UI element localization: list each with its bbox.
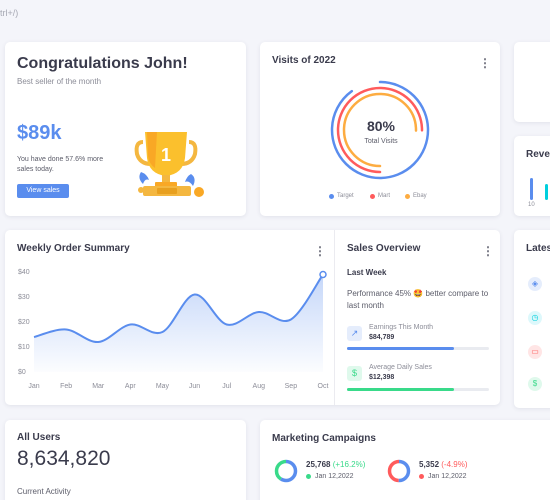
ring-ebay bbox=[342, 92, 418, 168]
x-tick-label: Sep bbox=[285, 383, 298, 390]
visits-title: Visits of 2022 bbox=[272, 55, 336, 66]
daily-sales-value: $12,398 bbox=[369, 374, 395, 381]
x-tick-label: Jan bbox=[28, 383, 39, 390]
revenue-card: Reve 10 bbox=[514, 136, 550, 216]
campaign-value: 25,768 (+16.2%) bbox=[306, 460, 366, 469]
campaign-ring-icon bbox=[387, 459, 411, 483]
x-tick-label: Aug bbox=[253, 383, 266, 390]
all-users-card: All Users 8,634,820 Current Activity bbox=[5, 420, 246, 500]
x-tick-label: Jul bbox=[222, 383, 231, 390]
more-options-icon[interactable]: ⋮ bbox=[482, 244, 494, 258]
series-line bbox=[33, 273, 324, 344]
ring-target bbox=[330, 80, 430, 180]
congrats-subtitle: Best seller of the month bbox=[17, 77, 102, 86]
visits-ring-chart bbox=[330, 80, 430, 180]
box-icon: ◈ bbox=[528, 277, 542, 291]
view-sales-button[interactable]: View sales bbox=[17, 184, 69, 198]
y-tick-label: $30 bbox=[18, 294, 30, 301]
legend-dot bbox=[370, 193, 375, 199]
sales-description: You have done 57.6% more sales today. bbox=[17, 156, 104, 173]
status-dot bbox=[306, 474, 311, 479]
revenue-tick: 10 bbox=[528, 202, 535, 208]
shortcut-hint: trl+/) bbox=[0, 8, 19, 18]
legend-dot bbox=[405, 193, 410, 199]
sales-overview-title: Sales Overview bbox=[347, 243, 421, 254]
series-area bbox=[34, 274, 323, 372]
sales-amount: $89k bbox=[17, 122, 62, 144]
earnings-value: $84,789 bbox=[369, 334, 395, 341]
legend-target: Target bbox=[329, 193, 354, 199]
daily-sales-label: Average Daily Sales bbox=[369, 364, 432, 371]
sales-period: Last Week bbox=[347, 268, 387, 277]
x-tick-label: Mar bbox=[92, 383, 105, 390]
latest-title: Lates bbox=[526, 243, 550, 254]
legend-dot bbox=[329, 193, 334, 199]
trophy-icon: 1 bbox=[134, 132, 204, 197]
section-divider bbox=[334, 230, 335, 405]
dollar-icon: $ bbox=[528, 377, 542, 391]
legend-ebay: Ebay bbox=[405, 193, 427, 199]
card-icon: ▭ bbox=[528, 345, 542, 359]
all-users-title: All Users bbox=[17, 432, 61, 443]
progress-fill bbox=[347, 347, 454, 350]
campaign-value: 5,352 (-4.9%) bbox=[419, 460, 468, 469]
x-tick-label: May bbox=[156, 383, 170, 390]
more-options-icon[interactable]: ⋮ bbox=[479, 56, 491, 70]
campaign-change: (+16.2%) bbox=[332, 460, 366, 469]
progress-fill bbox=[347, 388, 454, 391]
weekly-title: Weekly Order Summary bbox=[17, 243, 130, 254]
campaign-date: Jan 12,2022 bbox=[419, 473, 467, 480]
y-tick-label: $40 bbox=[18, 269, 30, 276]
ring-mart bbox=[336, 86, 424, 174]
x-tick-label: Oct bbox=[318, 383, 329, 390]
marketing-card: Marketing Campaigns 25,768 (+16.2%) Jan … bbox=[260, 420, 550, 500]
visits-value: 80% bbox=[366, 118, 396, 134]
sales-overview: Sales Overview ⋮ Last Week Performance 4… bbox=[335, 230, 500, 405]
visits-label: Total Visits bbox=[364, 138, 398, 145]
earnings-label: Earnings This Month bbox=[369, 324, 434, 331]
revenue-title: Reve bbox=[526, 149, 550, 160]
visits-card: Visits of 2022 ⋮ 80% Total Visits Target… bbox=[260, 42, 500, 216]
revenue-bar bbox=[530, 178, 533, 200]
congrats-title: Congratulations John! bbox=[17, 55, 188, 72]
revenue-bar bbox=[545, 184, 548, 200]
status-dot bbox=[419, 474, 424, 479]
campaign-ring-icon bbox=[274, 459, 298, 483]
performance-text: Performance 45% 🤩 better compare to last… bbox=[347, 289, 489, 310]
partial-card-top bbox=[514, 42, 550, 122]
congratulations-card: Congratulations John! Best seller of the… bbox=[5, 42, 246, 216]
current-activity-label: Current Activity bbox=[17, 487, 71, 496]
all-users-value: 8,634,820 bbox=[17, 447, 111, 470]
latest-card: Lates ◈ ◷ ▭ $ bbox=[514, 230, 550, 408]
more-options-icon[interactable]: ⋮ bbox=[314, 244, 326, 258]
campaign-date: Jan 12,2022 bbox=[306, 473, 354, 480]
x-tick-label: Feb bbox=[60, 383, 72, 390]
dollar-icon: $ bbox=[347, 366, 362, 381]
y-tick-label: $20 bbox=[18, 319, 30, 326]
svg-text:1: 1 bbox=[161, 145, 171, 165]
campaign-change: (-4.9%) bbox=[441, 460, 468, 469]
marketing-title: Marketing Campaigns bbox=[272, 433, 376, 444]
weekly-order-card: Weekly Order Summary ⋮ $0 $10 $20 $30 $40 Jan… bbox=[5, 230, 500, 405]
x-tick-label: Apr bbox=[125, 383, 137, 390]
data-point bbox=[319, 270, 327, 279]
daily-sales-progress bbox=[347, 388, 489, 391]
earnings-progress bbox=[347, 347, 489, 350]
y-tick-label: $0 bbox=[18, 369, 26, 376]
y-tick-label: $10 bbox=[18, 344, 30, 351]
weekly-order-chart: $0 $10 $20 $30 $40 Jan Feb Mar Apr May Jun Jul Aug Se… bbox=[18, 269, 329, 390]
clock-icon: ◷ bbox=[528, 311, 542, 325]
legend-mart: Mart bbox=[370, 193, 390, 199]
x-tick-label: Jun bbox=[189, 383, 200, 390]
trend-up-icon: ↗ bbox=[347, 326, 362, 341]
